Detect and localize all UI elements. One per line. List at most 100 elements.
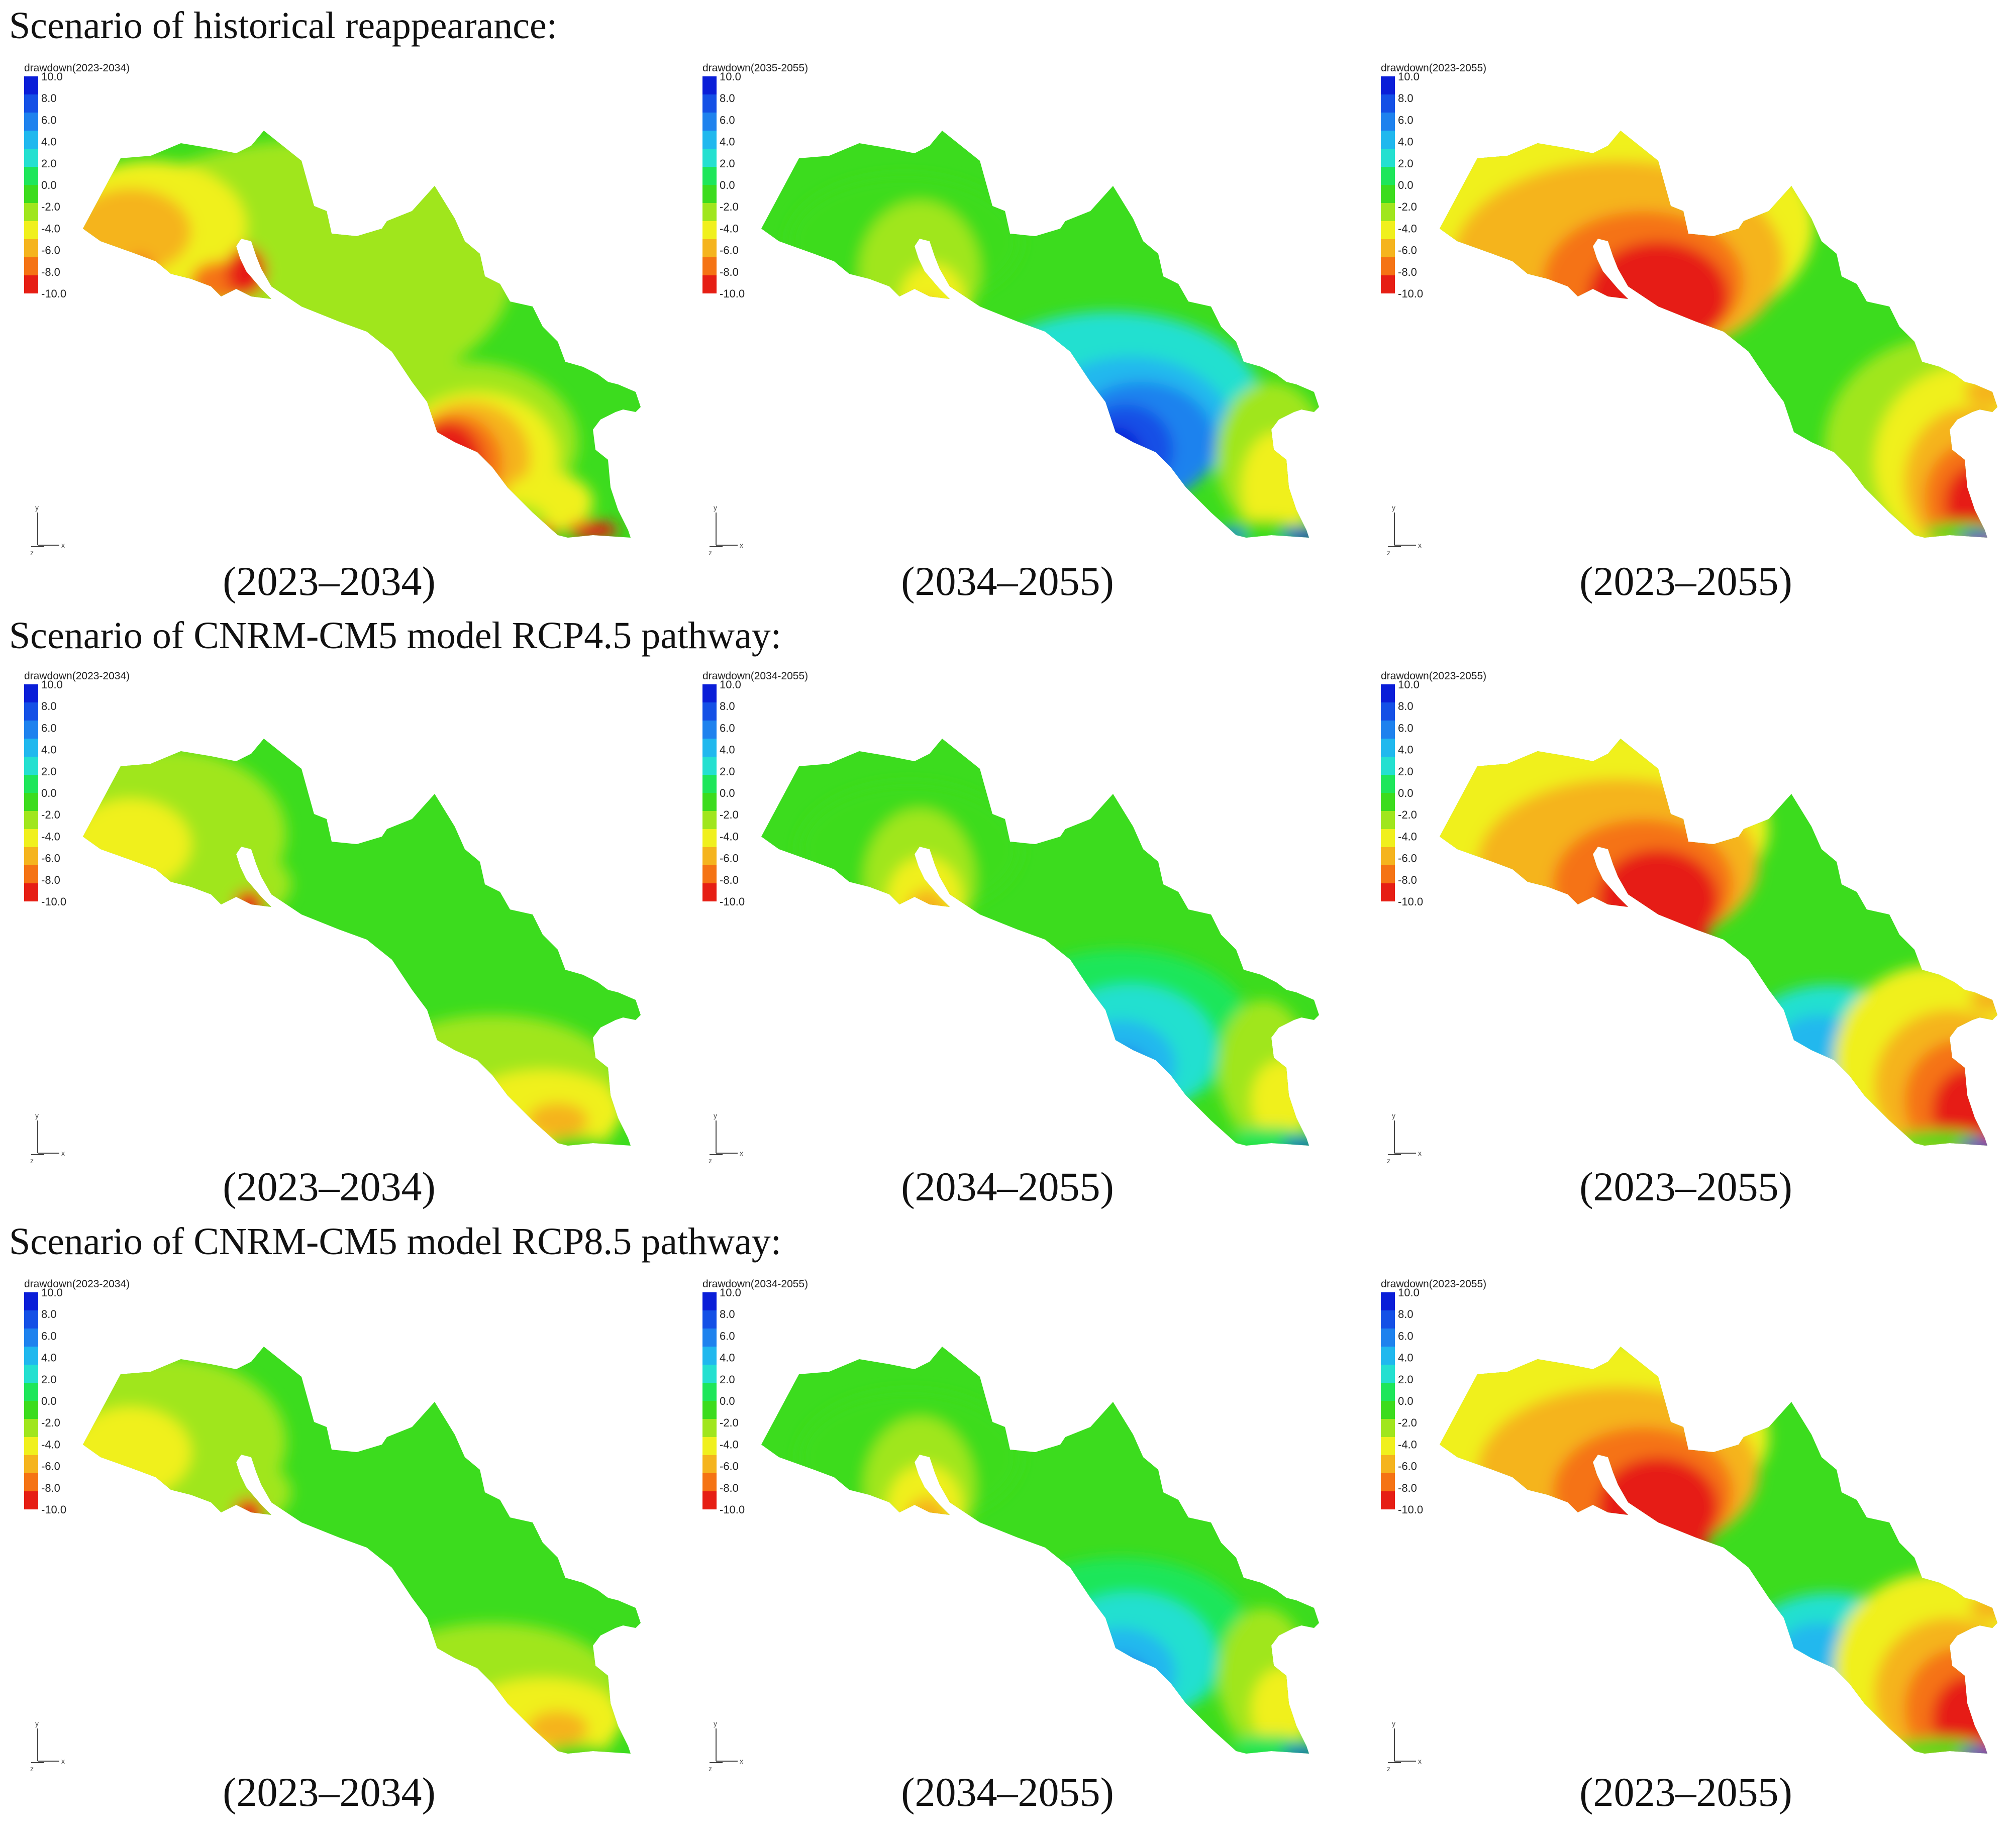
legend-tick-label: -6.0 [720, 1460, 739, 1473]
legend-title: drawdown(2023-2034) [24, 62, 130, 74]
legend-tick-label: -10.0 [41, 287, 66, 300]
scenario-title: Scenario of historical reappearance: [9, 5, 557, 47]
legend-tick-label: 6.0 [41, 114, 57, 126]
legend-tick-label: 4.0 [1398, 136, 1414, 148]
drawdown-contour-field [1440, 739, 1997, 1146]
contour-region [1970, 987, 1997, 1012]
legend-tick-label: 4.0 [720, 744, 735, 756]
legend-tick-label: 4.0 [720, 136, 735, 148]
axis-label-z: z [30, 549, 34, 557]
drawdown-map: drawdown(2035-2055)10.0 8.0 6.0 4.0 2.0 0.0 -2… [702, 62, 1319, 557]
legend-tick-label: -10.0 [41, 1503, 66, 1516]
axis-label-x: x [61, 1757, 65, 1765]
axis-triad: y x z [30, 1719, 65, 1773]
legend-tick-label: 6.0 [1398, 1330, 1414, 1342]
legend-color-swatch [702, 94, 717, 113]
map-panel: drawdown(2023-2055) 10.0 8.0 6.0 4.0 2.0 0.0 -2… [1357, 668, 2015, 1181]
drawdown-contour-field [1440, 1347, 1997, 1754]
panel-caption: (2023–2034) [223, 1769, 436, 1815]
legend-color-swatch [1381, 1401, 1395, 1419]
legend-color-swatch [702, 1365, 717, 1383]
legend-color-swatch [702, 1401, 717, 1419]
contour-region [1078, 404, 1173, 495]
legend-color-swatch [702, 775, 717, 793]
legend-color-swatch [24, 1310, 38, 1329]
legend-tick-label: 6.0 [720, 1330, 735, 1342]
legend-color-swatch [702, 275, 717, 293]
legend-tick-label: -4.0 [41, 1438, 60, 1451]
legend-color-swatch [24, 757, 38, 775]
legend-tick-label: -10.0 [1398, 1503, 1423, 1516]
legend-tick-label: 2.0 [1398, 1373, 1414, 1386]
legend-color-swatch [1381, 1383, 1395, 1401]
legend-color-swatch [1381, 684, 1395, 702]
axis-triad: y x z [1387, 1719, 1422, 1773]
legend-color-swatch [24, 775, 38, 793]
legend-color-swatch [24, 1347, 38, 1365]
axis-label-z: z [1387, 1157, 1390, 1165]
legend-tick-label: 0.0 [720, 179, 735, 191]
legend-color-swatch [702, 829, 717, 847]
legend-tick-label: -10.0 [1398, 895, 1423, 908]
legend-tick-label: -2.0 [41, 200, 60, 213]
legend-tick-label: -2.0 [1398, 1416, 1417, 1429]
legend-color-swatch [1381, 149, 1395, 167]
legend-title: drawdown(2034-2055) [702, 1278, 808, 1290]
drawdown-map: drawdown(2023-2034)10.0 8.0 6.0 4.0 2.0 0.0 -2… [24, 62, 641, 557]
axis-label-x: x [61, 541, 65, 549]
legend-tick-label: 8.0 [41, 92, 57, 105]
drawdown-map: drawdown(2034-2055)10.0 8.0 6.0 4.0 2.0 0.0 -2… [702, 1278, 1319, 1773]
axis-label-x: x [1418, 1149, 1422, 1157]
legend-color-swatch [24, 1455, 38, 1473]
legend-tick-label: 0.0 [41, 1395, 57, 1407]
legend-tick-label: -2.0 [1398, 808, 1417, 821]
legend-color-swatch [1381, 883, 1395, 901]
contour-region [1925, 523, 1997, 538]
legend-tick-label: 0.0 [41, 787, 57, 799]
contour-region [528, 1711, 588, 1746]
axis-triad: y x z [709, 1111, 743, 1165]
axis-label-z: z [709, 1765, 712, 1773]
contour-region [548, 1136, 608, 1146]
legend-tick-label: -4.0 [1398, 1438, 1417, 1451]
legend-tick-label: 10.0 [1398, 1286, 1420, 1299]
axis-label-x: x [740, 1757, 743, 1765]
legend-tick-label: 10.0 [1398, 70, 1420, 83]
legend-color-swatch [1381, 1455, 1395, 1473]
legend-tick-label: 4.0 [1398, 744, 1414, 756]
legend-tick-label: -6.0 [1398, 244, 1417, 257]
legend-tick-label: -6.0 [720, 852, 739, 865]
contour-region [467, 502, 548, 538]
legend-color-swatch [1381, 221, 1395, 239]
map-panel: drawdown(2023-2034) 10.0 8.0 6.0 4.0 2.0 0.0 -2… [0, 1276, 658, 1789]
contour-region [1960, 1748, 1997, 1754]
contour-region [83, 231, 136, 271]
legend-color-swatch [24, 113, 38, 131]
legend-color-swatch [1381, 865, 1395, 883]
contour-region [1090, 1048, 1151, 1103]
panel-caption: (2034–2055) [901, 558, 1114, 604]
legend-color-swatch [24, 739, 38, 757]
contour-region [1090, 1656, 1151, 1711]
legend-tick-label: 6.0 [720, 722, 735, 734]
legend-color-swatch [1381, 94, 1395, 113]
legend-color-swatch [1381, 275, 1395, 293]
contour-region [1231, 1127, 1312, 1146]
legend-tick-label: -4.0 [1398, 222, 1417, 235]
axis-label-y: y [1392, 503, 1395, 512]
legend-color-swatch [24, 1473, 38, 1491]
legend-tick-label: 10.0 [41, 1286, 63, 1299]
legend-tick-label: -8.0 [41, 1482, 60, 1494]
legend-color-swatch [702, 149, 717, 167]
axis-label-y: y [35, 1719, 39, 1727]
panel-caption: (2023–2034) [223, 1164, 436, 1209]
legend-title: drawdown(2023-2034) [24, 670, 130, 682]
legend-tick-label: 8.0 [41, 700, 57, 712]
legend-tick-label: 8.0 [720, 700, 735, 712]
contour-region [917, 1523, 942, 1552]
legend-color-swatch [1381, 167, 1395, 185]
legend-tick-label: -4.0 [720, 1438, 739, 1451]
legend-tick-label: 4.0 [41, 1352, 57, 1364]
legend-color-swatch [24, 1401, 38, 1419]
contour-region [1095, 1673, 1126, 1703]
